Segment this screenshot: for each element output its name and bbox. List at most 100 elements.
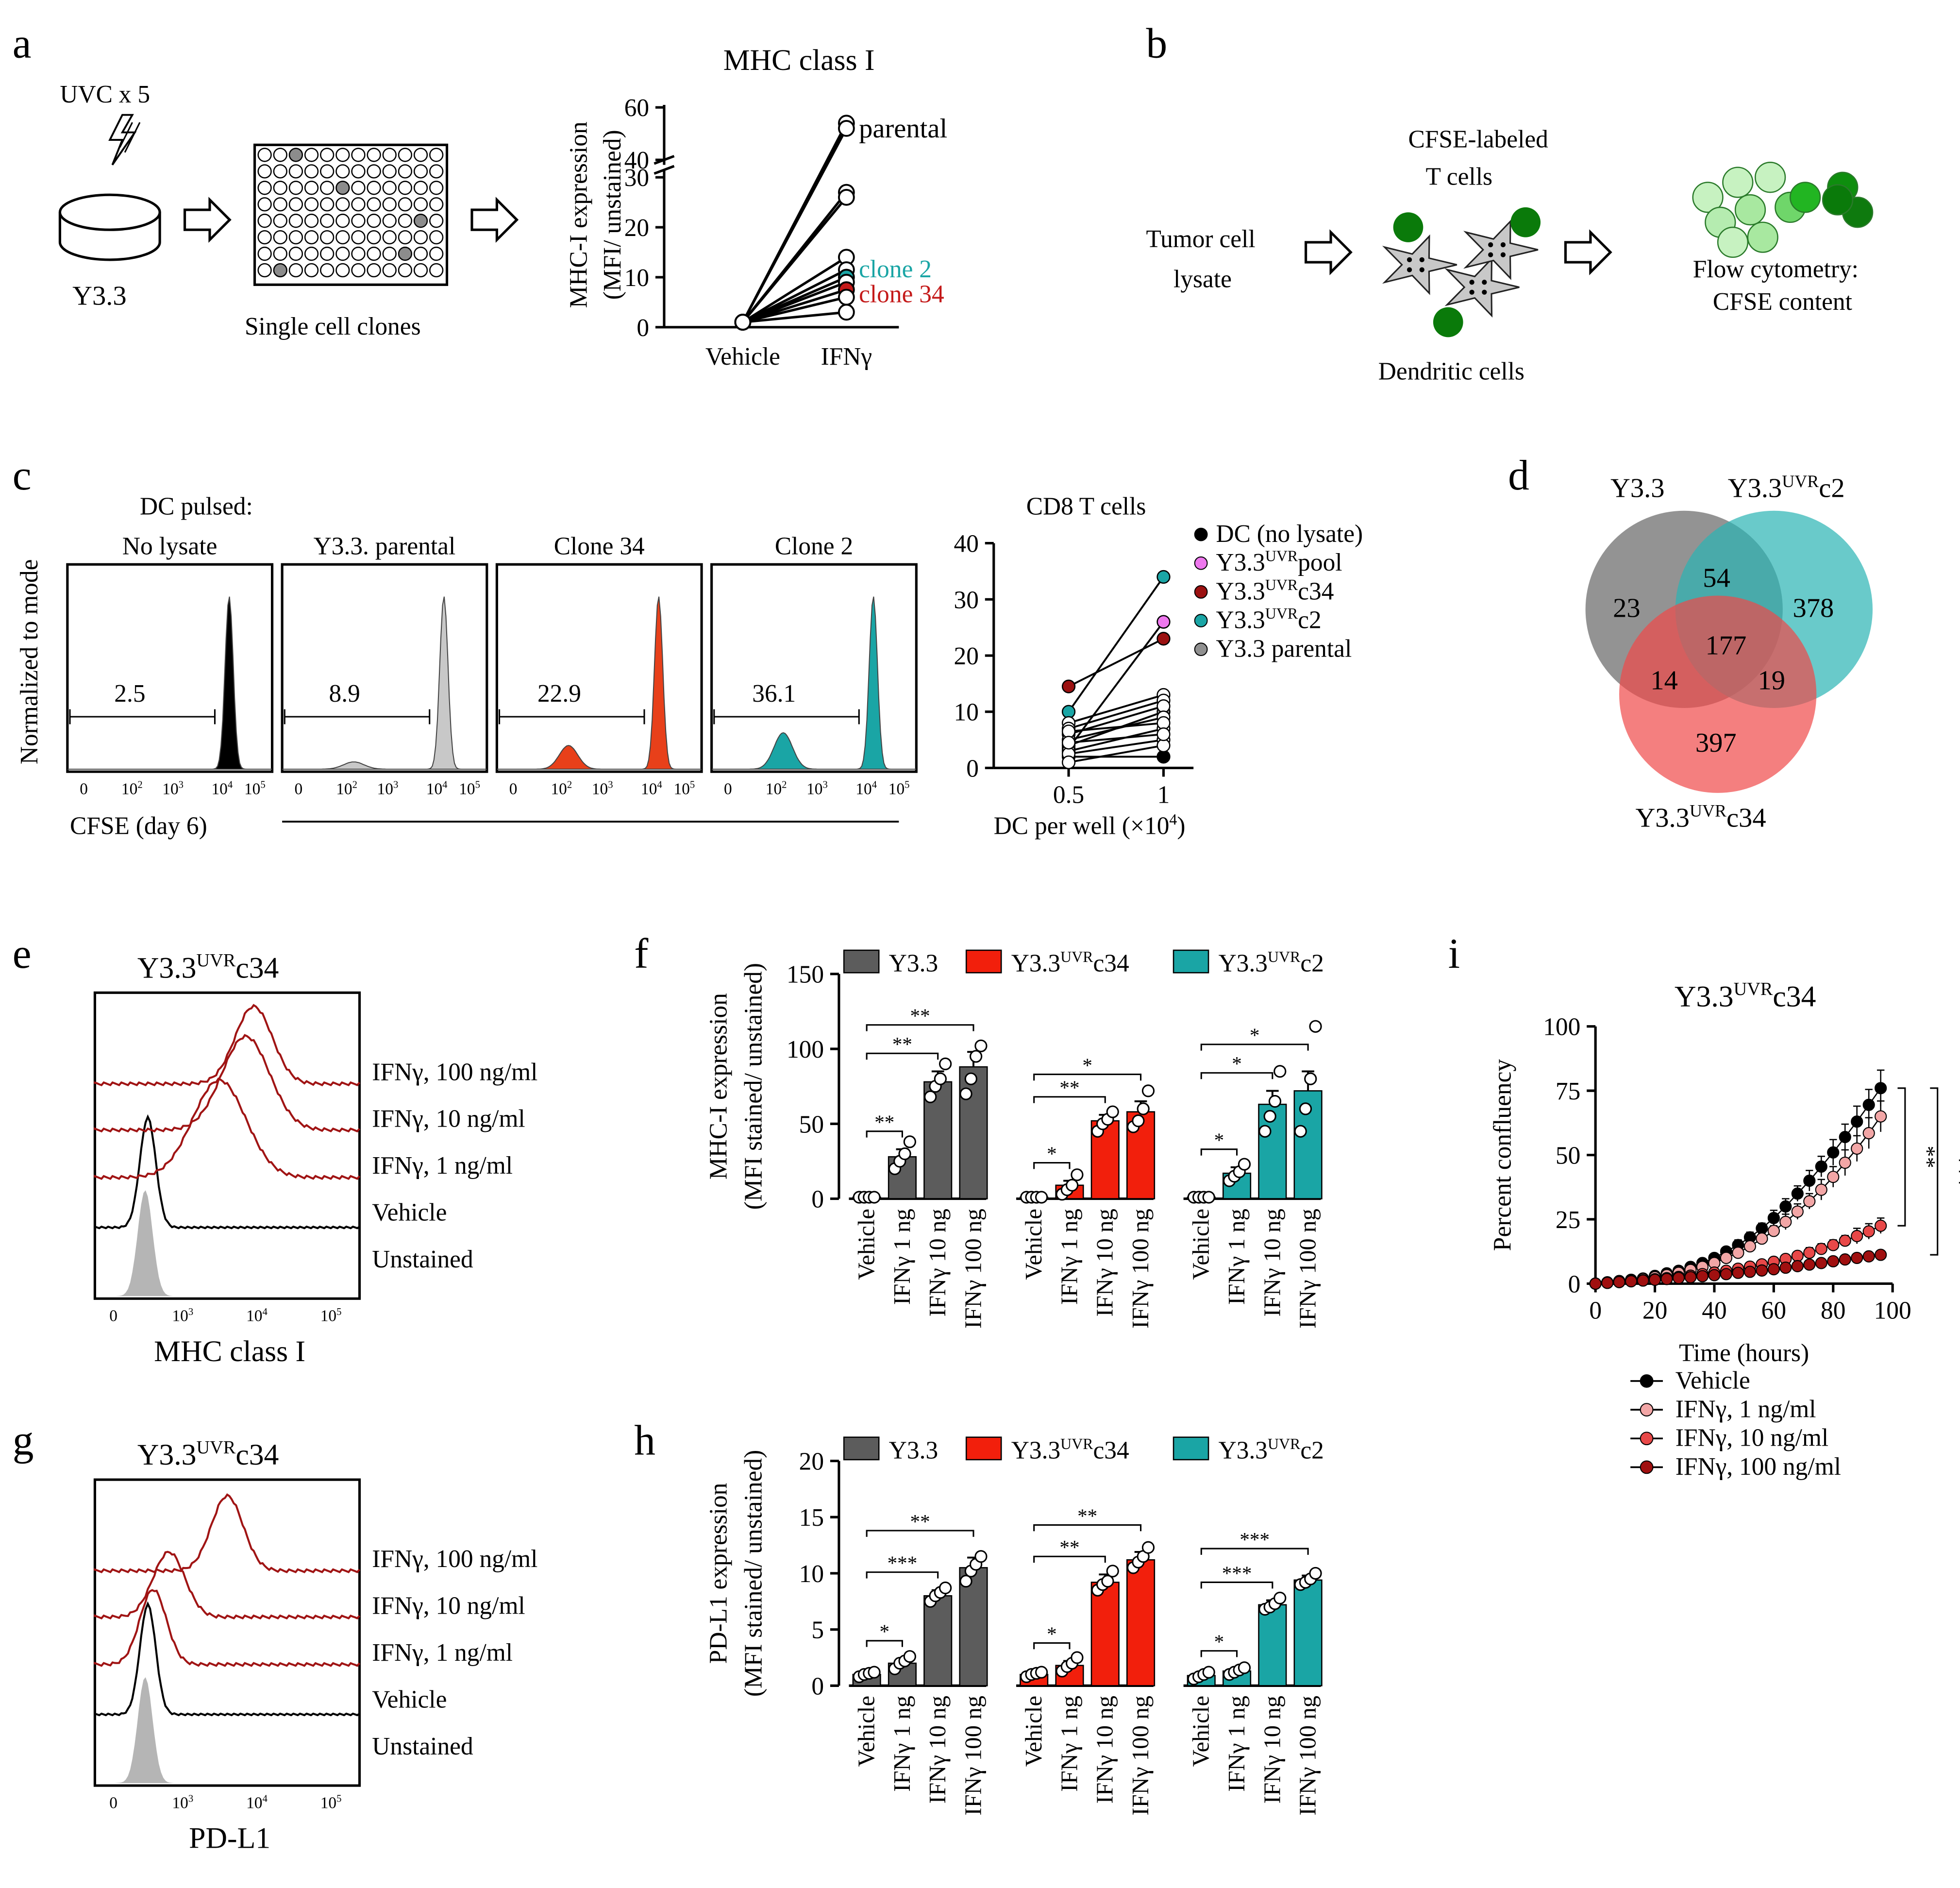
data-point (1660, 1273, 1673, 1285)
data-point (1684, 1271, 1697, 1283)
lightning-icon (108, 114, 137, 166)
histogram-frame (710, 563, 918, 773)
x-tick-label: IFNγ 10 ng (1091, 1209, 1118, 1316)
x-tick-label: IFNγ 10 ng (1258, 1696, 1285, 1804)
data-point (1071, 1168, 1084, 1181)
y-tick-label: 150 (787, 961, 824, 989)
panel-label-a: a (13, 19, 32, 67)
legend-swatch (965, 1436, 1002, 1461)
data-point (934, 1072, 947, 1085)
venn-label-y33: Y3.3 (1610, 473, 1665, 503)
data-point (1827, 1146, 1840, 1159)
sig-bracket (1200, 1650, 1238, 1657)
data-point (1743, 1240, 1756, 1253)
y-axis-label: PD-L1 expression (705, 1483, 733, 1664)
x-tick-label: 103 (172, 1794, 193, 1812)
nucleus-dot (1407, 257, 1412, 263)
well (257, 230, 272, 245)
x-tick-label: Vehicle (1188, 1209, 1214, 1280)
histogram-frame (495, 563, 703, 773)
y-tick-label: 100 (1543, 1013, 1580, 1041)
data-point (1672, 1272, 1685, 1284)
data-point (1767, 1212, 1780, 1224)
well (429, 214, 444, 228)
x-tick-label: 0 (724, 780, 732, 798)
legend-label: Y3.3 (889, 1436, 938, 1464)
t-cell (1393, 212, 1424, 242)
sig-label: * (1082, 1054, 1092, 1076)
sig-bracket (1200, 1148, 1238, 1156)
sig-label: *** (1222, 1562, 1252, 1584)
panel-c-histograms: Normalized to mode No lysate 2.5 0 102 103 104… (16, 533, 918, 840)
histogram-label: IFNγ, 10 ng/ml (372, 1592, 525, 1620)
y-tick-label: 40 (954, 530, 979, 558)
histogram-frame (281, 563, 488, 773)
legend-marker (1194, 614, 1208, 627)
histogram-label: Vehicle (372, 1199, 447, 1227)
data-point (1851, 1251, 1863, 1264)
data-point (1815, 1160, 1827, 1173)
well (273, 230, 287, 245)
y-tick-label: 10 (624, 264, 649, 292)
x-tick-label: 40 (1702, 1297, 1726, 1324)
well (335, 263, 350, 278)
sig-label: *** (888, 1551, 918, 1574)
y-tick-label: 0 (966, 755, 979, 782)
well (429, 181, 444, 195)
pair-line (1068, 722, 1164, 733)
pair-line (1068, 727, 1164, 752)
y-tick-label: 0 (1568, 1270, 1581, 1298)
sig-bracket (1200, 1072, 1273, 1079)
data-point (1696, 1270, 1709, 1282)
bar (1293, 1090, 1323, 1199)
data-point (1273, 1591, 1287, 1604)
histogram-title: Clone 2 (775, 533, 853, 560)
well (288, 197, 303, 212)
x-tick-label: Vehicle (853, 1209, 880, 1280)
well-plate-icon (253, 143, 449, 286)
well (304, 181, 319, 195)
data-point (1625, 1275, 1638, 1288)
data-point (1839, 1130, 1851, 1144)
data-point (1803, 1174, 1816, 1187)
panel-e-histogram: Y3.3UVRc34 IFNγ, 100 ng/ml IFNγ, 10 ng/ml I… (93, 950, 537, 1368)
venn-count: 14 (1650, 665, 1678, 695)
data-point (1202, 1666, 1215, 1679)
annotation: clone 34 (859, 280, 944, 308)
sig-label: * (1214, 1630, 1224, 1652)
data-point (1815, 1243, 1827, 1255)
histogram-title: Clone 34 (554, 533, 645, 560)
pair-line (1068, 638, 1164, 688)
y33-label: Y3.3 (72, 281, 127, 311)
well (335, 246, 350, 261)
petri-dish-icon (58, 193, 161, 261)
pair-line (1068, 576, 1165, 712)
x-tick-label: Vehicle (853, 1696, 880, 1767)
sig-bracket (1200, 1581, 1273, 1589)
histogram-ifn (94, 1078, 361, 1180)
x-tick-label: 103 (172, 1307, 193, 1325)
sig-label: ** (1077, 1504, 1097, 1527)
x-tick-label: IFNγ 100 ng (1294, 1209, 1321, 1329)
arrow-icon (1564, 229, 1612, 275)
flow-cell (1722, 167, 1754, 198)
well (304, 230, 319, 245)
data-point (1238, 1158, 1251, 1171)
well (288, 214, 303, 228)
histogram-frame (93, 991, 361, 1300)
data-point (1756, 1264, 1768, 1277)
data-point (868, 1666, 881, 1679)
bar (923, 1595, 953, 1686)
data-point (1720, 1251, 1733, 1264)
x-axis-label: CFSE (day 6) (70, 812, 207, 840)
data-point (1839, 1156, 1851, 1169)
data-point (1791, 1260, 1804, 1272)
x-tick-label: 0 (80, 780, 88, 798)
sig-label: ** (1915, 1146, 1940, 1168)
y-tick-label: 20 (799, 1448, 824, 1476)
x-tick-label: 102 (551, 780, 572, 798)
y-tick-label: 100 (787, 1036, 824, 1063)
data-point (924, 1090, 937, 1103)
data-point (1106, 1565, 1119, 1578)
data-point (959, 1087, 972, 1100)
